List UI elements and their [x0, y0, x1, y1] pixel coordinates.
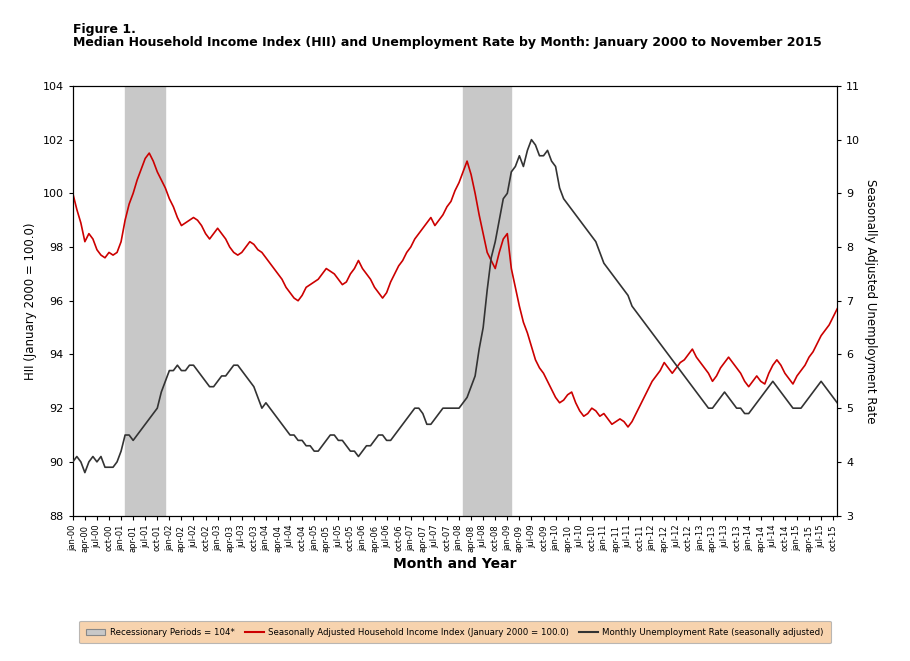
- Legend: Recessionary Periods = 104*, Seasonally Adjusted Household Income Index (January: Recessionary Periods = 104*, Seasonally …: [79, 621, 831, 643]
- Text: Figure 1.: Figure 1.: [73, 23, 136, 36]
- X-axis label: Month and Year: Month and Year: [393, 557, 517, 571]
- Y-axis label: Seasonally Adjusted Unemployment Rate: Seasonally Adjusted Unemployment Rate: [864, 178, 877, 423]
- Y-axis label: HII (January 2000 = 100.0): HII (January 2000 = 100.0): [24, 222, 37, 379]
- Bar: [125, 86, 166, 516]
- Text: Median Household Income Index (HII) and Unemployment Rate by Month: January 2000: Median Household Income Index (HII) and …: [73, 36, 822, 50]
- Bar: [463, 86, 511, 516]
